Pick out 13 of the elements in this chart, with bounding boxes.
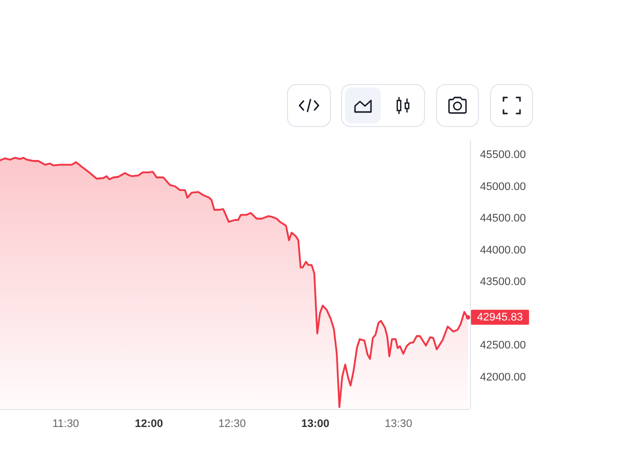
- x-tick-label: 13:30: [384, 418, 412, 430]
- y-tick-label: 44500.00: [480, 212, 526, 225]
- x-tick-label: 12:00: [134, 418, 163, 430]
- x-tick-label: 12:30: [218, 418, 246, 430]
- y-tick-label: 42000.00: [480, 371, 526, 384]
- x-tick-label: 13:00: [301, 418, 330, 430]
- y-tick-label: 43500.00: [480, 276, 526, 288]
- y-tick-label: 44000.00: [480, 244, 526, 256]
- y-tick-label: 42500.00: [480, 340, 526, 352]
- annotation: 42945.83: [477, 311, 523, 324]
- x-tick-label: 11:30: [52, 418, 80, 430]
- y-tick-label: 45000.00: [480, 180, 526, 193]
- y-tick-label: 45500.00: [480, 149, 526, 162]
